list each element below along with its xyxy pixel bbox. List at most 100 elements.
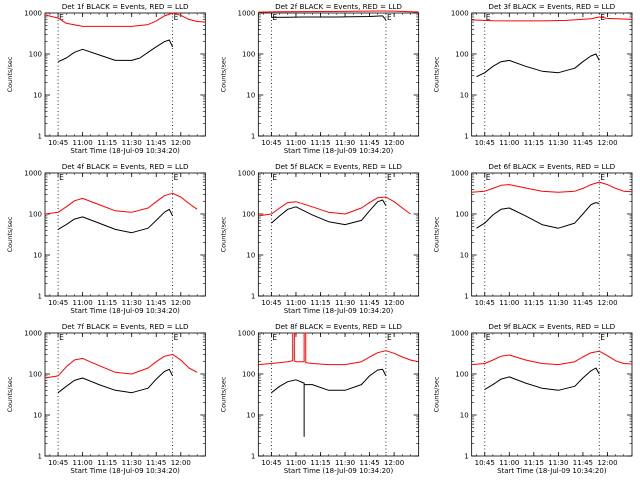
x-axis-label: Start Time (18-Jul-09 10:34:20) [70,147,180,155]
y-tick-label: 10 [460,92,469,100]
x-tick-label: 10:45 [48,139,68,147]
y-axis-label: Counts/sec [433,376,441,412]
axis-frame [44,172,206,297]
y-axis-label: Counts/sec [6,56,14,92]
x-tick-label: 11:30 [122,139,142,147]
event-marker-label: E [387,13,392,22]
event-marker-label: E [486,13,491,22]
x-tick-label: 11:15 [310,299,330,307]
x-tick-label: 12:00 [597,459,617,467]
axis-frame [471,12,633,137]
panel-title: Det 7f BLACK = Events, RED = LLD [62,322,189,331]
panel-3: Det 3f BLACK = Events, RED = LLD 1 10 100 10… [433,2,633,147]
event-marker-label: E [600,173,605,182]
x-tick-label: 11:30 [548,139,568,147]
event-marker-label: E [59,173,64,182]
panel-title: Det 6f BLACK = Events, RED = LLD [488,162,615,171]
panel-7: Det 7f BLACK = Events, RED = LLD 1 10 100 10… [6,322,206,475]
y-axis-label: Counts/sec [219,376,227,412]
panel-4: Det 4f BLACK = Events, RED = LLD 1 10 100 10… [6,162,206,315]
series-line-lld [258,196,411,217]
y-tick-label: 1000 [24,330,42,338]
event-marker-label: E [600,333,605,342]
y-tick-label: 10 [246,412,255,420]
x-tick-label: 12:00 [597,299,617,307]
y-tick-label: 10 [246,92,255,100]
y-tick-label: 10 [246,252,255,260]
x-tick-label: 11:00 [286,139,306,147]
series-line-lld [258,10,419,13]
panel-title: Det 5f BLACK = Events, RED = LLD [275,162,402,171]
series-line-lld [44,192,198,215]
event-marker-label: E [272,173,277,182]
x-axis-label: Start Time (18-Jul-09 10:34:20) [70,467,180,475]
panel-title: Det 1f BLACK = Events, RED = LLD [62,2,189,11]
y-tick-label: 100 [29,371,42,379]
event-marker-label: E [486,173,491,182]
y-axis-label: Counts/sec [219,56,227,92]
x-tick-label: 11:45 [146,299,166,307]
series-line-lld [44,353,198,379]
y-tick-label: 1000 [238,330,256,338]
x-tick-label: 11:45 [359,139,379,147]
series-line-events [57,368,174,394]
x-tick-label: 10:45 [48,299,68,307]
series-line-lld [44,12,206,27]
event-marker-label: E [59,333,64,342]
y-tick-label: 100 [242,211,255,219]
x-tick-label: 11:45 [573,459,593,467]
y-tick-label: 100 [242,371,255,379]
y-axis-label: Counts/sec [219,216,227,252]
x-tick-label: 11:00 [286,299,306,307]
x-tick-label: 11:15 [524,139,544,147]
x-tick-label: 12:00 [171,299,191,307]
x-tick-label: 11:15 [524,299,544,307]
panel-title: Det 4f BLACK = Events, RED = LLD [62,162,189,171]
event-marker-label: E [387,333,392,342]
x-tick-label: 11:00 [73,139,93,147]
y-axis-label: Counts/sec [6,216,14,252]
y-tick-label: 1 [464,133,468,141]
y-tick-label: 1 [464,453,468,461]
y-tick-label: 1000 [451,10,469,18]
series-line-events [476,53,600,78]
y-tick-label: 10 [33,252,42,260]
panel-title: Det 2f BLACK = Events, RED = LLD [275,2,402,11]
x-tick-label: 11:15 [310,459,330,467]
x-tick-label: 11:15 [97,299,117,307]
axis-frame [44,12,206,137]
x-tick-label: 12:00 [171,139,191,147]
x-tick-label: 11:15 [310,139,330,147]
panel-6: Det 6f BLACK = Events, RED = LLD 1 10 100 10… [433,162,633,307]
x-axis-label: Start Time (18-Jul-09 10:34:20) [284,307,394,315]
x-tick-label: 12:00 [597,139,617,147]
panel-title: Det 3f BLACK = Events, RED = LLD [488,2,615,11]
y-tick-label: 1 [251,453,255,461]
axis-frame [471,332,633,457]
x-tick-label: 11:30 [335,139,355,147]
series-line-events [57,208,174,234]
panel-8: Det 8f BLACK = Events, RED = LLD 1 10 100 10… [219,322,420,475]
y-tick-label: 10 [33,412,42,420]
x-tick-label: 11:00 [499,459,519,467]
axis-frame [257,172,420,297]
panel-2: Det 2f BLACK = Events, RED = LLD 1 10 100 10… [219,2,420,155]
x-tick-label: 10:45 [261,459,281,467]
axis-frame [44,332,206,457]
y-tick-label: 1000 [451,330,469,338]
event-marker-label: E [174,173,179,182]
x-tick-label: 11:45 [359,459,379,467]
x-tick-label: 10:45 [48,459,68,467]
y-tick-label: 1 [38,293,42,301]
x-tick-label: 11:30 [335,299,355,307]
y-tick-label: 1 [251,133,255,141]
y-tick-label: 100 [29,51,42,59]
y-tick-label: 1 [464,293,468,301]
series-line-events [271,368,387,437]
x-tick-label: 10:45 [475,459,495,467]
y-tick-label: 1 [38,453,42,461]
x-tick-label: 12:00 [384,299,404,307]
x-tick-label: 11:30 [122,459,142,467]
